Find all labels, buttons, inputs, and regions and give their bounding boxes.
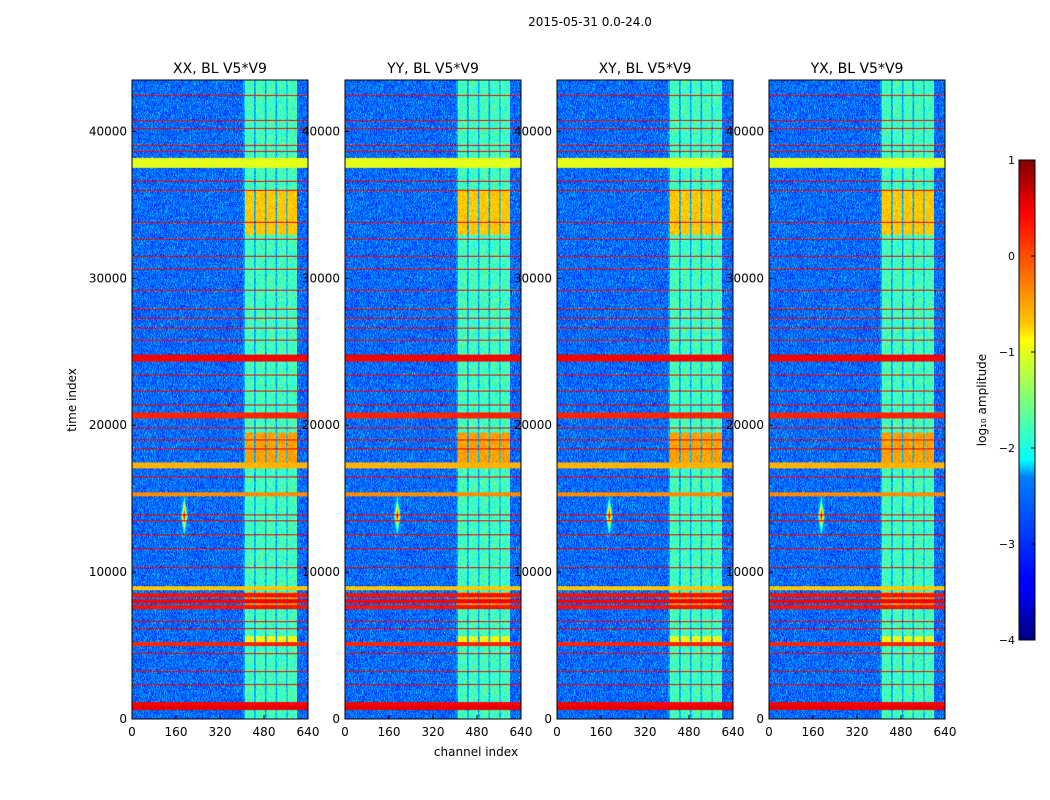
y-tick-label-yx-4: 40000 xyxy=(726,124,764,138)
y-tick-label-yx-3: 30000 xyxy=(726,271,764,285)
y-tick-label-yy-0: 0 xyxy=(332,712,340,726)
x-tick-label-yy-3: 480 xyxy=(466,725,489,739)
panel-xx: XX, BL V5*V9 0 160 320 480 640 0 10000 20000 3000… xyxy=(89,61,320,739)
y-tick-label-yx-2: 20000 xyxy=(726,418,764,432)
panel-title-xx: XX, BL V5*V9 xyxy=(173,61,267,77)
panel-xy: XY, BL V5*V9 0 160 320 480 640 0 10000 20000 3000… xyxy=(514,61,745,739)
y-tick-label-xy-2: 20000 xyxy=(514,418,552,432)
x-tick-label-yx-3: 480 xyxy=(890,725,913,739)
y-tick-label-xx-3: 30000 xyxy=(89,271,127,285)
x-axis-label: channel index xyxy=(434,745,518,759)
colorbar-tick-label-2: −1 xyxy=(999,346,1015,359)
y-tick-label-xy-3: 30000 xyxy=(514,271,552,285)
x-tick-label-xx-4: 640 xyxy=(297,725,320,739)
colorbar-gradient xyxy=(1018,159,1036,641)
x-tick-label-xx-1: 160 xyxy=(165,725,188,739)
y-tick-label-yx-1: 10000 xyxy=(726,565,764,579)
y-tick-label-xx-4: 40000 xyxy=(89,124,127,138)
heatmap-yx xyxy=(769,80,945,719)
y-tick-label-xy-4: 40000 xyxy=(514,124,552,138)
colorbar-ticks: 1 0 −1 −2 −3 −4 xyxy=(999,154,1035,647)
y-tick-label-xx-1: 10000 xyxy=(89,565,127,579)
x-tick-label-yx-0: 0 xyxy=(765,725,773,739)
y-tick-label-yx-0: 0 xyxy=(756,712,764,726)
y-tick-label-xx-2: 20000 xyxy=(89,418,127,432)
x-tick-label-xx-0: 0 xyxy=(128,725,136,739)
colorbar: 1 0 −1 −2 −3 −4 xyxy=(999,154,1036,647)
colorbar-tick-label-1: 0 xyxy=(1008,250,1015,263)
y-axis-label: time index xyxy=(65,368,79,432)
panel-title-yy: YY, BL V5*V9 xyxy=(386,61,479,77)
y-tick-label-xy-1: 10000 xyxy=(514,565,552,579)
colorbar-tick-label-4: −3 xyxy=(999,538,1015,551)
y-tick-label-xx-0: 0 xyxy=(119,712,127,726)
x-tick-label-yx-4: 640 xyxy=(934,725,957,739)
heatmap-xx xyxy=(132,80,308,719)
colorbar-tick-label-0: 1 xyxy=(1008,154,1015,167)
figure-suptitle: 2015-05-31 0.0-24.0 xyxy=(528,15,652,29)
x-tick-label-yy-0: 0 xyxy=(341,725,349,739)
x-tick-label-xy-3: 480 xyxy=(678,725,701,739)
x-tick-label-xy-2: 320 xyxy=(634,725,657,739)
x-tick-label-xx-2: 320 xyxy=(209,725,232,739)
x-tick-label-yx-2: 320 xyxy=(846,725,869,739)
x-tick-label-xy-4: 640 xyxy=(722,725,745,739)
y-tick-label-yy-2: 20000 xyxy=(302,418,340,432)
colorbar-tick-label-3: −2 xyxy=(999,442,1015,455)
x-tick-label-xy-0: 0 xyxy=(553,725,561,739)
x-tick-label-xy-1: 160 xyxy=(590,725,613,739)
y-tick-label-yy-4: 40000 xyxy=(302,124,340,138)
x-tick-label-yy-4: 640 xyxy=(510,725,533,739)
heatmap-yy xyxy=(345,80,521,719)
y-tick-label-xy-0: 0 xyxy=(544,712,552,726)
x-tick-label-yx-1: 160 xyxy=(802,725,825,739)
y-tick-label-yy-1: 10000 xyxy=(302,565,340,579)
x-tick-label-xx-3: 480 xyxy=(253,725,276,739)
panels: XX, BL V5*V9 0 160 320 480 640 0 10000 20000 3000… xyxy=(89,61,957,739)
x-tick-label-yy-1: 160 xyxy=(378,725,401,739)
colorbar-label: log₁₀ amplitude xyxy=(975,354,989,446)
x-tick-label-yy-2: 320 xyxy=(422,725,445,739)
panel-title-yx: YX, BL V5*V9 xyxy=(810,61,904,77)
panel-yy: YY, BL V5*V9 0 160 320 480 640 0 10000 20000 3000… xyxy=(302,61,533,739)
heatmap-xy xyxy=(557,80,733,719)
colorbar-tick-label-5: −4 xyxy=(999,634,1015,647)
panel-title-xy: XY, BL V5*V9 xyxy=(599,61,692,77)
panel-yx: YX, BL V5*V9 0 160 320 480 640 0 10000 20000 3000… xyxy=(726,61,957,739)
y-tick-label-yy-3: 30000 xyxy=(302,271,340,285)
